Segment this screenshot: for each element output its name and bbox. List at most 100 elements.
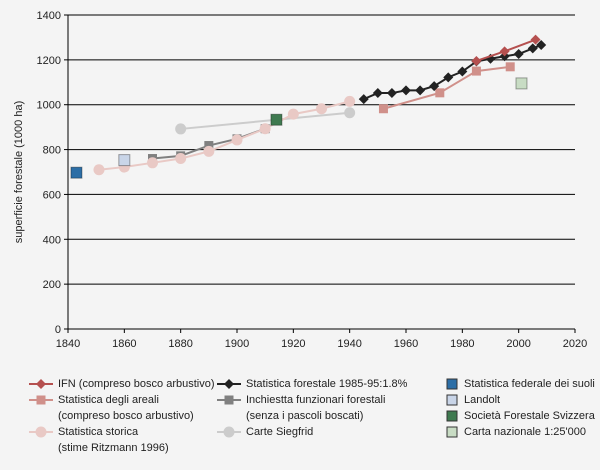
data-point <box>358 94 369 105</box>
data-point <box>118 154 131 167</box>
y-tick-label: 600 <box>43 189 61 201</box>
legend-symbol <box>29 426 53 438</box>
forest-area-chart: 0 200 400 600 800 1000 1200 1400 1840 1860 1880 190… <box>13 10 588 350</box>
x-tick-label: 1960 <box>394 338 418 350</box>
data-point <box>515 77 528 90</box>
legend-symbol <box>29 395 53 405</box>
y-tick-label: 200 <box>43 279 61 291</box>
legend-label: Statistica forestale 1985-95:1.8% <box>246 378 408 390</box>
series-layer <box>70 34 547 179</box>
data-point <box>530 34 541 45</box>
legend-item: Carta nazionale 1:25'000 <box>446 424 595 440</box>
legend-item: Statistica forestale 1985-95:1.8% <box>216 376 407 392</box>
series-5 <box>175 107 356 135</box>
legend-column-1: IFN (compreso bosco arbustivo) Statistica… <box>28 376 215 456</box>
legend-label: IFN (compreso bosco arbustivo) <box>58 378 215 390</box>
data-point <box>435 88 445 98</box>
legend-item: Società Forestale Svizzera <box>446 408 595 424</box>
legend-column-3: Statistica federale dei suoli Landolt Soci… <box>446 376 595 440</box>
legend-column-2: Statistica forestale 1985-95:1.8% Inchies… <box>216 376 407 440</box>
series-line <box>98 100 350 171</box>
data-point <box>457 66 468 77</box>
data-point <box>513 49 524 60</box>
legend-marker <box>35 426 47 438</box>
legend-item: Carte Siegfrid <box>216 424 407 440</box>
data-point <box>147 157 158 169</box>
series-8 <box>270 113 283 126</box>
data-point <box>429 81 440 92</box>
x-tick-label: 1880 <box>168 338 192 350</box>
data-point <box>93 164 105 176</box>
data-point <box>259 123 271 135</box>
data-point <box>372 88 383 99</box>
legend-label-line2: (compreso bosco arbustivo) <box>58 410 194 422</box>
data-point <box>204 141 214 151</box>
legend-item: Statistica federale dei suoli <box>446 376 595 392</box>
data-point <box>70 166 83 179</box>
x-tick-label: 1860 <box>112 338 136 350</box>
x-tick-label: 1980 <box>450 338 474 350</box>
data-point <box>415 85 426 96</box>
legend-item: Landolt <box>446 392 595 408</box>
legend-label: Carta nazionale 1:25'000 <box>464 426 586 438</box>
y-tick-label: 400 <box>43 234 61 246</box>
legend-symbol <box>446 426 458 438</box>
x-tick-label: 1840 <box>56 338 80 350</box>
series-0 <box>471 34 541 66</box>
data-point <box>287 108 299 120</box>
legend-item: Inchiestta funzionari forestali <box>216 392 407 408</box>
data-point <box>499 46 510 57</box>
series-1 <box>378 62 515 114</box>
legend-label-line2: (stime Ritzmann 1996) <box>58 442 169 454</box>
series-line <box>180 111 350 130</box>
legend-symbol <box>217 379 241 389</box>
legend-label: Inchiestta funzionari forestali <box>246 394 386 406</box>
legend-swatch <box>446 426 458 438</box>
legend-swatch <box>446 410 458 422</box>
legend-symbol <box>217 426 241 438</box>
legend-swatch <box>446 378 458 390</box>
legend-marker <box>224 379 234 389</box>
gridlines <box>68 14 575 285</box>
data-point <box>536 40 547 51</box>
data-point <box>270 113 283 126</box>
data-point <box>443 72 454 83</box>
data-point <box>386 88 397 99</box>
legend-item: Statistica degli areali <box>28 392 215 408</box>
series-3 <box>358 40 547 105</box>
legend-symbol <box>446 378 458 390</box>
y-tick-label: 800 <box>43 145 61 157</box>
series-2 <box>93 95 356 176</box>
legend-symbol <box>29 379 53 389</box>
y-tick-label: 1200 <box>37 55 61 67</box>
y-axis-label: superficie forestale (1000 ha) <box>13 101 25 243</box>
x-tick-label: 1920 <box>281 338 305 350</box>
legend-label: Società Forestale Svizzera <box>464 410 595 422</box>
legend-label-line2: (senza i pascoli boscati) <box>246 410 364 422</box>
data-point <box>231 134 243 146</box>
data-point <box>316 103 327 115</box>
series-4 <box>148 124 270 164</box>
x-tick-label: 2020 <box>563 338 587 350</box>
data-point <box>471 55 482 66</box>
data-point <box>401 85 411 96</box>
data-point <box>378 104 388 114</box>
axes: 0 200 400 600 800 1000 1200 1400 1840 1860 1880 190… <box>37 10 588 350</box>
data-point <box>527 43 538 54</box>
series-line <box>383 65 511 110</box>
legend-symbol <box>446 410 458 422</box>
data-point <box>344 95 356 107</box>
series-6 <box>70 166 83 179</box>
legend-label: Statistica storica <box>58 426 139 438</box>
legend-symbol <box>446 394 458 406</box>
data-point <box>203 145 215 157</box>
legend-item: IFN (compreso bosco arbustivo) <box>28 376 215 392</box>
data-point <box>175 123 187 135</box>
data-point <box>471 66 481 76</box>
legend-label: Landolt <box>464 394 501 406</box>
data-point <box>344 107 356 119</box>
legend-marker <box>224 395 234 405</box>
legend-label: Statistica degli areali <box>58 394 159 406</box>
data-point <box>175 153 187 165</box>
legend-marker <box>36 395 46 405</box>
